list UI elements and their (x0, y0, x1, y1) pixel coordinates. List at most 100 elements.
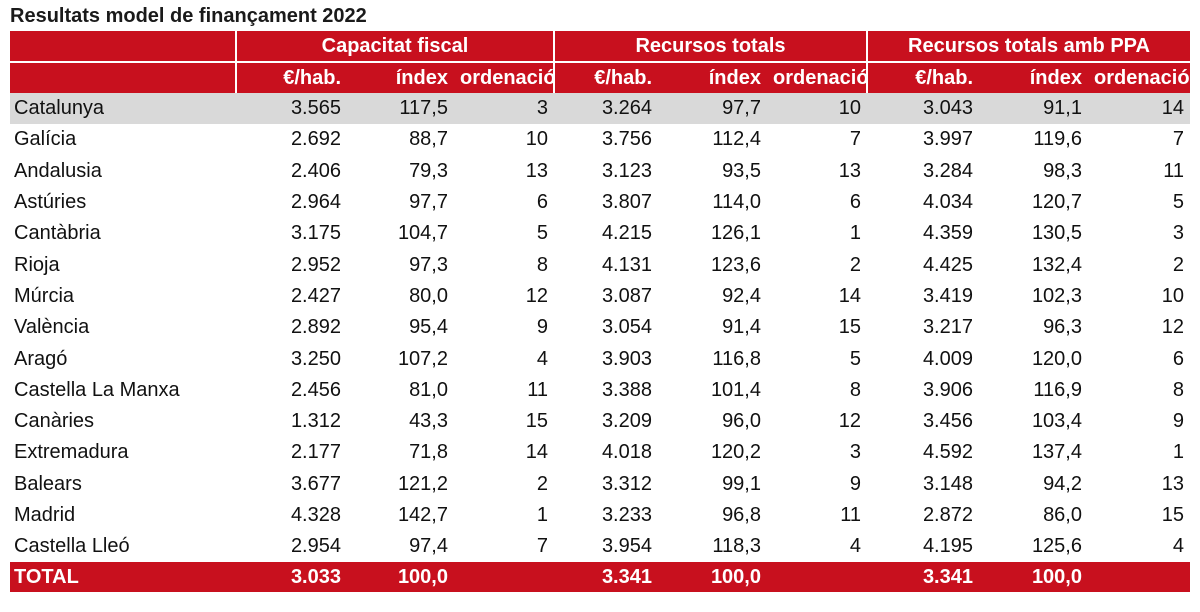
table-cell: 3.677 (290, 472, 341, 495)
table-cell: 13 (525, 159, 548, 182)
table-cell (454, 562, 554, 593)
table-cell: 3 (849, 441, 861, 464)
table-cell: 8 (1172, 378, 1185, 401)
table-cell (767, 562, 867, 593)
table-row: Cantàbria 3.175 104,7 5 4.215 126,1 1 4.359 130,… (10, 218, 1190, 249)
region-name: Galícia (14, 128, 77, 151)
column-header: €/hab. (235, 61, 347, 93)
table-cell: 3.054 (601, 316, 652, 339)
region-name: Múrcia (14, 284, 75, 307)
table-cell: 81,0 (409, 378, 448, 401)
table-cell: 4.009 (922, 347, 973, 370)
column-header: €/hab. (866, 61, 979, 93)
table-cell: 9 (536, 316, 548, 339)
table-cell: 126,1 (710, 222, 761, 245)
table-cell: 3.997 (922, 128, 973, 151)
table-cell: 9 (1172, 410, 1185, 433)
table-cell: 142,7 (397, 504, 448, 526)
table-cell: 123,6 (710, 253, 761, 276)
table-cell: 4.034 (922, 191, 973, 214)
column-header: €/hab. (553, 61, 658, 93)
table-cell: 3.264 (554, 93, 658, 125)
table-cell: 100,0 (347, 562, 454, 593)
table-row: Balears 3.677 121,2 2 3.312 99,1 9 3.148 94,2 13 (10, 469, 1190, 500)
table-cell: 3.341 (554, 562, 658, 593)
region-name: València (14, 316, 90, 339)
table-cell: 10 (525, 128, 548, 151)
table-cell: 3.903 (601, 347, 652, 370)
table-cell: 9 (849, 472, 861, 495)
table-cell: 12 (838, 410, 861, 433)
table-cell: 13 (1161, 472, 1185, 495)
region-name: Astúries (14, 191, 87, 214)
table-cell: 116,8 (712, 347, 761, 370)
table-cell: 15 (1161, 504, 1185, 526)
table-cell: 2.952 (290, 253, 341, 276)
region-name: Canàries (14, 410, 95, 433)
table-row: Aragó 3.250 107,2 4 3.903 116,8 5 4.009 120,0 6 (10, 343, 1190, 374)
table-cell: 3.175 (290, 222, 341, 245)
table-cell: 2.964 (290, 191, 341, 214)
region-name: Balears (14, 472, 82, 495)
table-cell: 1 (1172, 441, 1185, 464)
financing-table: Capacitat fiscal Recursos totals Recurso… (10, 31, 1191, 593)
region-name: Castella Lleó (14, 535, 130, 558)
column-header: ordenació (1088, 61, 1191, 93)
table-cell: 120,2 (710, 441, 761, 464)
table-row: Andalusia 2.406 79,3 13 3.123 93,5 13 3.284 98,3… (10, 156, 1190, 187)
table-cell: 88,7 (409, 128, 448, 151)
table-cell: 4.131 (601, 253, 652, 276)
table-row: Madrid 4.328 142,7 1 3.233 96,8 11 2.872 86,0 15 (10, 500, 1190, 531)
table-cell: 96,0 (722, 410, 761, 433)
table-cell: 14 (525, 441, 548, 464)
table-cell: 3.388 (601, 378, 652, 401)
table-cell: 8 (849, 378, 861, 401)
region-name: Rioja (14, 253, 60, 276)
table-cell: 102,3 (1031, 284, 1082, 307)
group-header: Capacitat fiscal (235, 31, 554, 62)
table-cell: 79,3 (409, 159, 448, 182)
table-row: Canàries 1.312 43,3 15 3.209 96,0 12 3.456 103,4… (10, 406, 1190, 437)
column-header: ordenació (767, 61, 867, 93)
table-cell: 4 (536, 347, 548, 370)
table-cell: 114,0 (712, 191, 761, 214)
group-header: Recursos totals amb PPA (865, 31, 1191, 62)
table-cell: 93,5 (722, 159, 761, 182)
table-cell: 2.872 (922, 504, 973, 526)
table-cell: 6 (536, 191, 548, 214)
group-header: Recursos totals (553, 31, 867, 62)
table-row: València 2.892 95,4 9 3.054 91,4 15 3.217 96,3 12 (10, 312, 1190, 343)
table-cell: 3.906 (922, 378, 973, 401)
table-cell: 96,8 (722, 504, 761, 526)
table-cell: 92,4 (722, 284, 761, 307)
table-cell: 97,3 (409, 253, 448, 276)
table-cell: 3.043 (867, 93, 979, 125)
table-row: Astúries 2.964 97,7 6 3.807 114,0 6 4.034 120,7 5 (10, 187, 1190, 218)
table-cell: 100,0 (658, 562, 767, 593)
region-name: Madrid (14, 504, 76, 526)
table-cell: 125,6 (1031, 535, 1082, 558)
table-cell: 7 (536, 535, 548, 558)
table-body: Catalunya 3.565 117,5 3 3.264 97,7 10 3.043 91,1… (10, 93, 1191, 593)
table-cell: 101,4 (710, 378, 761, 401)
table-cell: 3.148 (922, 472, 973, 495)
table-cell: 71,8 (409, 441, 448, 464)
table-cell: 11 (1163, 159, 1185, 182)
table-cell: 2 (849, 253, 861, 276)
table-cell: 12 (525, 284, 548, 307)
table-cell: 6 (1172, 347, 1185, 370)
table-cell: 118,3 (712, 535, 761, 558)
table-cell: 8 (536, 253, 548, 276)
table-cell: 4 (849, 535, 861, 558)
table-cell: 5 (849, 347, 861, 370)
table-cell: 11 (527, 378, 548, 401)
table-cell: 91,1 (979, 93, 1088, 125)
table-cell: 3.341 (867, 562, 979, 593)
table-cell: 3 (1172, 222, 1185, 245)
table-cell: 2.406 (290, 159, 341, 182)
table-row: Extremadura 2.177 71,8 14 4.018 120,2 3 4.592 13… (10, 437, 1190, 468)
table-cell: 86,0 (1043, 504, 1082, 526)
table-cell: 3.217 (922, 316, 973, 339)
table-cell: 15 (838, 316, 861, 339)
table-cell: 3.565 (236, 93, 347, 125)
